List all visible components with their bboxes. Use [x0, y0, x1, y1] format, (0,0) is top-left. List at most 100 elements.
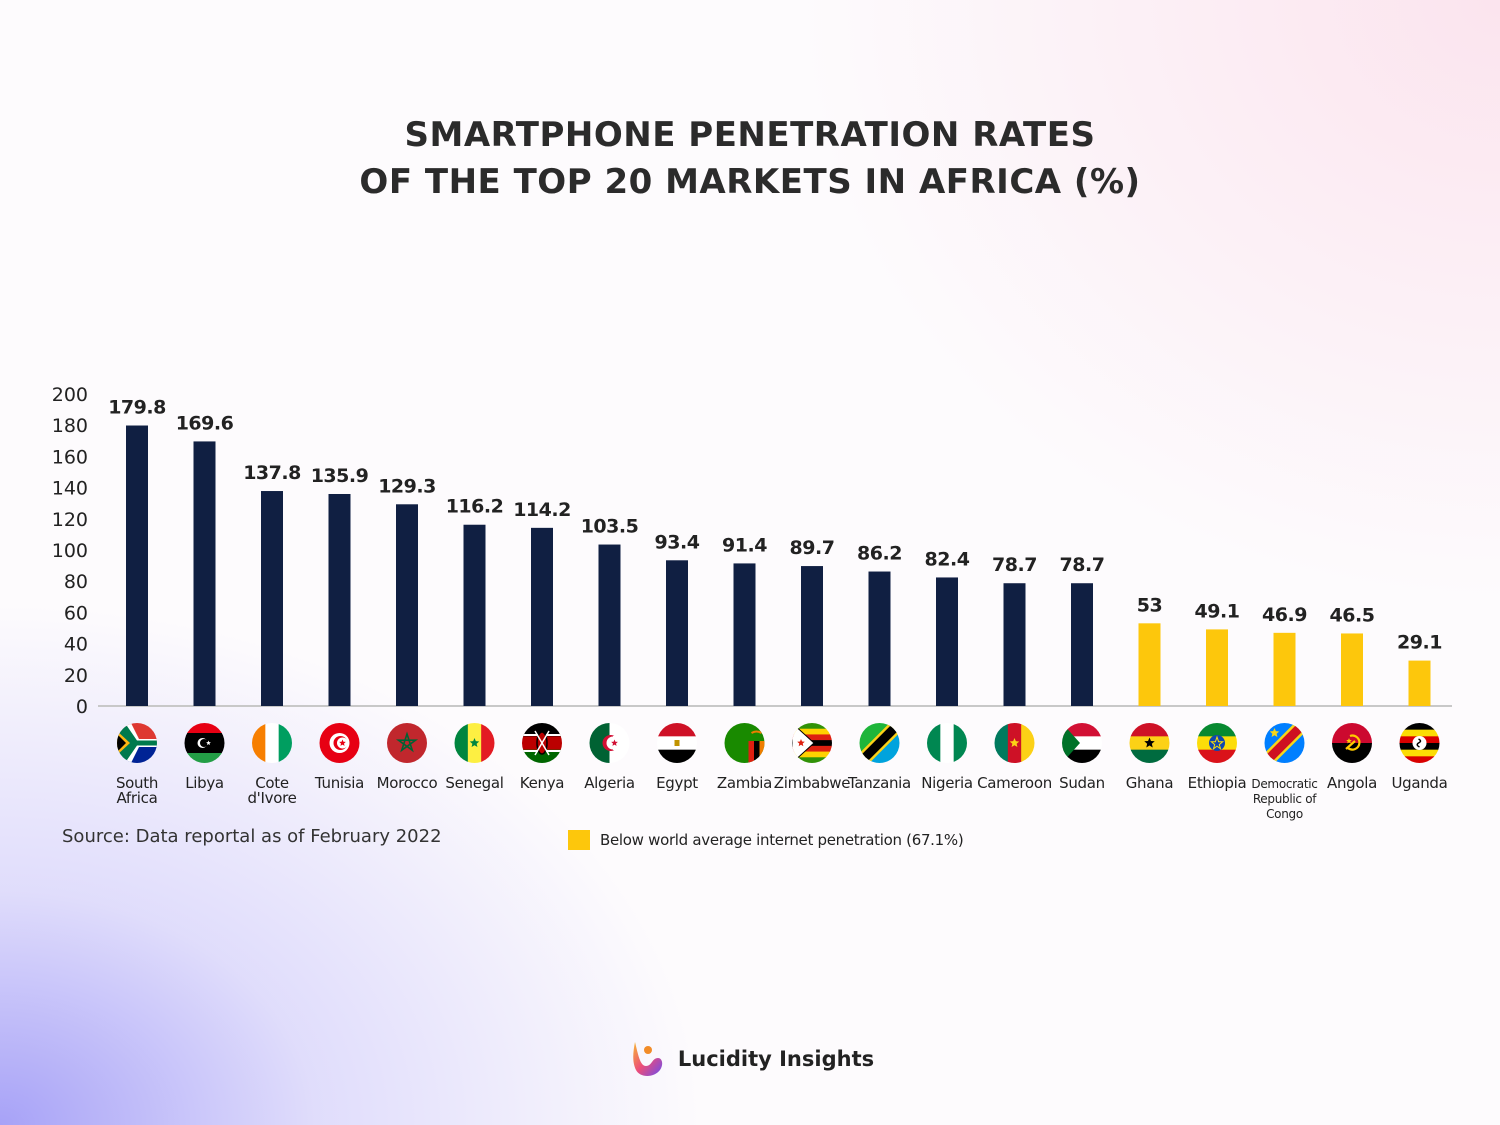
bar — [463, 524, 486, 706]
y-tick-label: 200 — [52, 384, 88, 406]
bar — [1408, 660, 1431, 706]
egypt-flag-icon — [657, 723, 697, 763]
data-label: 91.4 — [722, 534, 767, 556]
category-label: Senegal — [445, 774, 503, 792]
data-label: 29.1 — [1397, 632, 1442, 654]
data-label: 82.4 — [925, 548, 970, 570]
category-label: Tunisia — [314, 774, 364, 792]
category-label: Kenya — [520, 774, 564, 792]
bar-chart: 0 20 40 60 80 100 120 140 160 180 200 179.8 South Afr… — [52, 384, 1452, 821]
angola-flag-icon — [1332, 723, 1372, 763]
bar — [868, 571, 891, 706]
data-label: 169.6 — [176, 412, 234, 434]
data-label: 53 — [1137, 594, 1162, 616]
bar — [598, 544, 621, 706]
y-tick-label: 140 — [52, 478, 88, 500]
brand-name: Lucidity Insights — [677, 1047, 875, 1071]
cote-divoire-flag-icon — [252, 723, 292, 763]
category-label: Cote d'Ivore — [247, 774, 296, 807]
bar — [531, 527, 553, 706]
bar — [1071, 583, 1093, 706]
data-label: 135.9 — [311, 465, 369, 487]
zimbabwe-flag-icon — [792, 723, 832, 763]
sudan-flag-icon — [1062, 723, 1102, 763]
data-label: 129.3 — [378, 475, 436, 497]
senegal-flag-icon — [454, 723, 495, 763]
lucidity-logo-icon — [633, 1042, 663, 1076]
data-label: 93.4 — [655, 531, 700, 553]
data-label: 89.7 — [790, 537, 835, 559]
data-label: 78.7 — [1060, 554, 1105, 576]
bar — [1341, 633, 1363, 706]
category-label: Democratic Republic of Congo — [1251, 777, 1317, 821]
data-label: 103.5 — [581, 516, 639, 538]
data-label: 46.5 — [1330, 604, 1375, 626]
y-tick-label: 120 — [52, 509, 88, 531]
category-label: Morocco — [377, 774, 438, 792]
chart-title: SMARTPHONE PENETRATION RATES OF THE TOP … — [0, 112, 1500, 206]
algeria-flag-icon — [589, 723, 630, 763]
category-label: Ethiopia — [1188, 774, 1247, 792]
zambia-flag-icon — [724, 723, 765, 763]
data-label: 137.8 — [243, 462, 301, 484]
y-tick-label: 0 — [76, 696, 88, 718]
bar — [328, 493, 351, 706]
tanzania-flag-icon — [859, 723, 900, 763]
bar — [396, 504, 418, 706]
data-label: 46.9 — [1262, 604, 1307, 626]
category-label: Zimbabwe — [774, 774, 850, 792]
category-label: South Africa — [116, 774, 158, 807]
south-africa-flag-icon — [117, 723, 157, 763]
bar — [936, 577, 958, 706]
category-label: Tanzania — [847, 774, 911, 792]
category-label: Cameroon — [977, 774, 1052, 792]
data-label: 116.2 — [446, 496, 504, 518]
category-label: Uganda — [1391, 774, 1447, 792]
bar — [666, 560, 688, 706]
y-tick-label: 80 — [64, 571, 88, 593]
ethiopia-flag-icon — [1197, 723, 1237, 763]
bar — [261, 491, 283, 706]
source-note: Source: Data reportal as of February 202… — [62, 826, 442, 847]
category-label: Zambia — [717, 774, 772, 792]
brand: Lucidity Insights — [0, 1038, 1500, 1080]
morocco-flag-icon — [387, 723, 427, 763]
cameroon-flag-icon — [994, 723, 1035, 763]
y-tick-label: 180 — [52, 415, 88, 437]
bar — [126, 425, 148, 706]
title-line-2: OF THE TOP 20 MARKETS IN AFRICA (%) — [359, 162, 1141, 202]
category-label: Egypt — [656, 774, 698, 792]
category-label: Sudan — [1059, 774, 1105, 792]
bar — [733, 563, 756, 706]
libya-flag-icon — [184, 723, 225, 763]
category-label: Algeria — [584, 774, 635, 792]
uganda-flag-icon — [1399, 723, 1440, 763]
data-label: 49.1 — [1195, 600, 1240, 622]
data-label: 114.2 — [513, 499, 571, 521]
bar — [1273, 632, 1296, 706]
title-line-1: SMARTPHONE PENETRATION RATES — [404, 115, 1096, 155]
dr-congo-flag-icon — [1264, 723, 1305, 763]
data-label: 86.2 — [857, 543, 902, 565]
tunisia-flag-icon — [319, 723, 360, 763]
legend: Below world average internet penetration… — [568, 830, 964, 850]
category-label: Ghana — [1126, 774, 1174, 792]
bar — [1138, 623, 1161, 706]
category-label: Angola — [1327, 774, 1377, 792]
bar — [1206, 629, 1228, 706]
y-tick-label: 60 — [64, 602, 88, 624]
bar — [193, 441, 216, 706]
bar — [801, 566, 823, 706]
y-tick-label: 20 — [64, 665, 88, 687]
kenya-flag-icon — [522, 723, 562, 763]
data-label: 179.8 — [108, 397, 166, 419]
data-label: 78.7 — [992, 554, 1037, 576]
nigeria-flag-icon — [927, 723, 967, 763]
ghana-flag-icon — [1129, 723, 1170, 763]
bar — [1003, 583, 1026, 706]
legend-label: Below world average internet penetration… — [600, 831, 964, 849]
legend-swatch — [568, 830, 590, 850]
y-tick-label: 100 — [52, 540, 88, 562]
y-tick-label: 40 — [64, 634, 88, 656]
y-tick-label: 160 — [52, 446, 88, 468]
